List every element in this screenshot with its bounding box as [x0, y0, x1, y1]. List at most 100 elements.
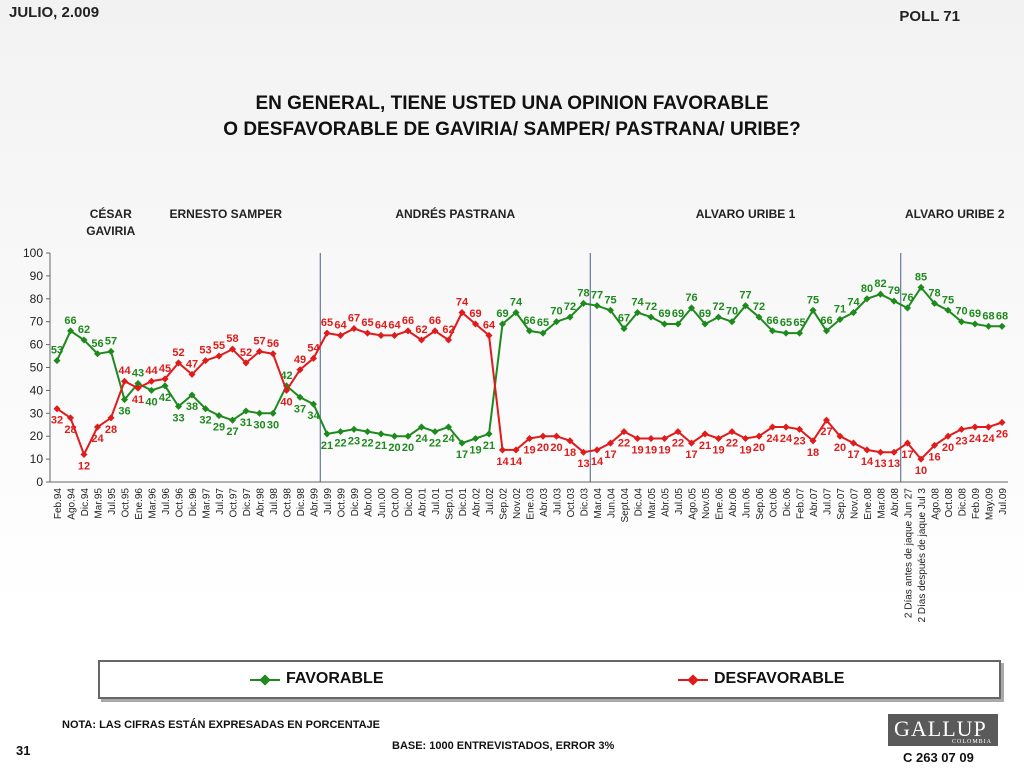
y-tick-label: 60: [30, 338, 44, 352]
data-label-desfavorable: 14: [510, 456, 523, 468]
data-label-desfavorable: 12: [78, 461, 90, 473]
data-label-desfavorable: 24: [780, 433, 793, 445]
x-tick-label: Dic.06: [782, 488, 793, 517]
x-tick-label: Abr.99: [310, 488, 321, 517]
data-point-desfavorable: [741, 434, 750, 443]
data-point-favorable: [93, 350, 102, 358]
data-label-favorable: 57: [105, 335, 117, 347]
data-point-favorable: [822, 327, 831, 335]
x-tick-label: Jun.06: [742, 488, 753, 518]
data-label-favorable: 29: [213, 422, 225, 434]
data-point-desfavorable: [53, 405, 61, 413]
data-point-favorable: [714, 313, 723, 321]
data-point-desfavorable: [269, 350, 277, 358]
data-point-desfavorable: [957, 425, 966, 433]
x-tick-label: Abr.02: [472, 488, 483, 517]
data-point-desfavorable: [863, 446, 871, 454]
data-label-favorable: 37: [294, 403, 306, 415]
period-label: ERNESTO SAMPER: [170, 207, 283, 221]
data-label-favorable: 20: [388, 442, 400, 454]
data-label-favorable: 79: [888, 285, 900, 297]
data-point-favorable: [552, 318, 561, 326]
data-label-favorable: 66: [766, 315, 778, 327]
data-point-desfavorable: [674, 428, 682, 436]
x-tick-label: Dic.94: [80, 488, 91, 517]
x-tick-label: Jul.98: [269, 488, 280, 515]
y-tick-label: 80: [30, 292, 44, 306]
data-label-desfavorable: 20: [550, 442, 562, 454]
data-label-desfavorable: 64: [483, 319, 496, 331]
data-point-favorable: [768, 327, 777, 335]
data-label-favorable: 85: [915, 271, 927, 283]
data-label-favorable: 30: [253, 419, 265, 431]
x-tick-label: Dic.99: [350, 488, 361, 517]
data-label-desfavorable: 19: [712, 444, 724, 456]
x-tick-label: Oct.06: [769, 488, 780, 518]
data-label-desfavorable: 20: [942, 442, 954, 454]
data-label-favorable: 68: [982, 310, 994, 322]
x-tick-label: Dic.96: [188, 488, 199, 517]
data-label-desfavorable: 55: [213, 340, 225, 352]
data-label-favorable: 53: [51, 345, 63, 357]
data-point-desfavorable: [917, 455, 925, 463]
data-point-desfavorable: [822, 416, 831, 424]
data-point-favorable: [701, 320, 709, 328]
data-label-desfavorable: 65: [361, 317, 373, 329]
data-point-favorable: [566, 313, 574, 321]
data-point-desfavorable: [336, 331, 345, 339]
data-point-favorable: [215, 412, 223, 420]
data-label-favorable: 62: [78, 324, 90, 336]
x-tick-label: Nov.07: [850, 488, 861, 519]
data-point-favorable: [390, 432, 399, 440]
data-point-desfavorable: [66, 414, 75, 422]
data-label-favorable: 43: [132, 368, 144, 380]
data-point-desfavorable: [714, 434, 723, 443]
x-tick-label: Jul.07: [823, 488, 834, 515]
data-point-favorable: [606, 306, 615, 314]
x-tick-label: Oct.99: [337, 488, 348, 518]
logo-text: GALLUP: [894, 716, 987, 741]
data-label-favorable: 42: [159, 392, 171, 404]
data-point-favorable: [971, 320, 979, 328]
page-number: 31: [16, 743, 31, 758]
period-label: ALVARO URIBE 1: [696, 207, 796, 221]
data-label-favorable: 33: [172, 412, 184, 424]
data-point-desfavorable: [444, 336, 453, 344]
x-tick-label: Oct.98: [283, 488, 294, 518]
data-label-desfavorable: 74: [456, 297, 469, 309]
x-tick-label: Abr.07: [809, 488, 820, 517]
data-point-favorable: [363, 428, 372, 436]
data-label-favorable: 22: [429, 438, 441, 450]
data-label-favorable: 72: [712, 301, 724, 313]
data-label-favorable: 69: [496, 308, 508, 320]
data-label-favorable: 19: [469, 444, 481, 456]
data-point-favorable: [485, 430, 493, 438]
x-tick-label: Abr.06: [728, 488, 739, 517]
data-point-desfavorable: [687, 439, 696, 447]
y-tick-label: 20: [30, 429, 44, 443]
data-point-desfavorable: [174, 359, 183, 367]
data-label-desfavorable: 45: [159, 363, 171, 375]
chart-title-line2: O DESFAVORABLE DE GAVIRIA/ SAMPER/ PASTR…: [223, 119, 801, 140]
data-label-favorable: 71: [834, 303, 846, 315]
data-label-desfavorable: 20: [753, 442, 765, 454]
data-label-favorable: 69: [699, 308, 711, 320]
data-label-desfavorable: 66: [402, 315, 414, 327]
data-point-desfavorable: [782, 423, 790, 431]
data-label-favorable: 69: [969, 308, 981, 320]
data-label-desfavorable: 57: [253, 335, 265, 347]
y-tick-label: 30: [30, 406, 44, 420]
data-label-desfavorable: 13: [577, 458, 589, 470]
data-label-desfavorable: 65: [321, 317, 333, 329]
x-tick-label: Abr.00: [364, 488, 375, 517]
data-label-favorable: 17: [456, 449, 468, 461]
data-label-desfavorable: 64: [334, 319, 347, 331]
data-point-desfavorable: [485, 331, 493, 339]
data-point-desfavorable: [404, 327, 412, 335]
data-label-desfavorable: 53: [199, 345, 211, 357]
x-tick-label: Dic.03: [580, 488, 591, 517]
x-tick-label: Jul.95: [107, 488, 118, 515]
data-label-favorable: 20: [402, 442, 414, 454]
data-point-desfavorable: [215, 352, 223, 360]
